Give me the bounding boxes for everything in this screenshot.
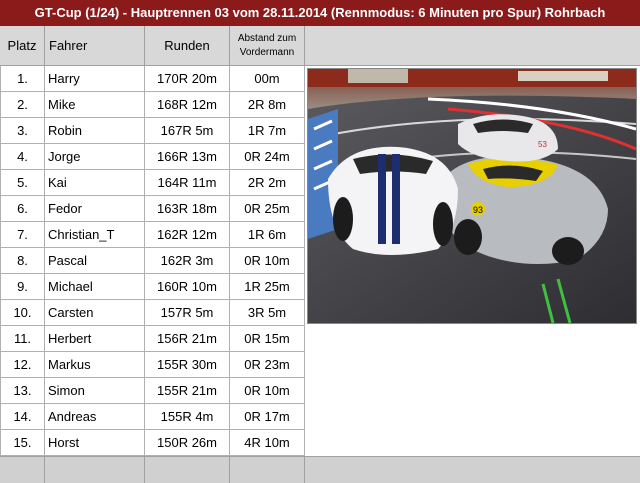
header-abstand: Abstand zum Vordermann xyxy=(230,26,305,65)
table-row: 8. Pascal 162R 3m 0R 10m xyxy=(0,248,305,274)
cell-runden: 162R 3m xyxy=(145,248,230,273)
cell-runden: 163R 18m xyxy=(145,196,230,221)
cell-fahrer: Simon xyxy=(45,378,145,403)
header-abstand-line1: Abstand zum xyxy=(237,32,297,44)
rear-white-car: 53 xyxy=(458,114,558,162)
cell-platz: 2. xyxy=(0,92,45,117)
cell-abstand: 0R 17m xyxy=(230,404,305,429)
cell-platz: 15. xyxy=(0,430,45,455)
cell-fahrer: Markus xyxy=(45,352,145,377)
cell-fahrer: Robin xyxy=(45,118,145,143)
header-abstand-line2: Vordermann xyxy=(239,46,295,58)
table-footer xyxy=(0,456,640,483)
header-fahrer: Fahrer xyxy=(45,26,145,65)
cell-abstand: 00m xyxy=(230,66,305,91)
table-row: 11. Herbert 156R 21m 0R 15m xyxy=(0,326,305,352)
cell-runden: 155R 4m xyxy=(145,404,230,429)
cell-abstand: 0R 10m xyxy=(230,378,305,403)
white-blue-car xyxy=(328,146,458,255)
cell-runden: 162R 12m xyxy=(145,222,230,247)
table-row: 7. Christian_T 162R 12m 1R 6m xyxy=(0,222,305,248)
cell-abstand: 0R 25m xyxy=(230,196,305,221)
cell-fahrer: Harry xyxy=(45,66,145,91)
cell-fahrer: Pascal xyxy=(45,248,145,273)
cell-fahrer: Andreas xyxy=(45,404,145,429)
table-row: 4. Jorge 166R 13m 0R 24m xyxy=(0,144,305,170)
table-row: 1. Harry 170R 20m 00m xyxy=(0,66,305,92)
cell-fahrer: Christian_T xyxy=(45,222,145,247)
cell-fahrer: Mike xyxy=(45,92,145,117)
cell-abstand: 4R 10m xyxy=(230,430,305,455)
cell-runden: 155R 30m xyxy=(145,352,230,377)
cell-abstand: 1R 6m xyxy=(230,222,305,247)
slot-cars-image: 93 53 xyxy=(308,69,636,323)
cell-runden: 170R 20m xyxy=(145,66,230,91)
cell-runden: 157R 5m xyxy=(145,300,230,325)
table-row: 3. Robin 167R 5m 1R 7m xyxy=(0,118,305,144)
cell-runden: 166R 13m xyxy=(145,144,230,169)
cell-runden: 156R 21m xyxy=(145,326,230,351)
cell-platz: 11. xyxy=(0,326,45,351)
cell-fahrer: Michael xyxy=(45,274,145,299)
cell-platz: 9. xyxy=(0,274,45,299)
cell-platz: 13. xyxy=(0,378,45,403)
cell-platz: 6. xyxy=(0,196,45,221)
cell-platz: 7. xyxy=(0,222,45,247)
cell-abstand: 0R 10m xyxy=(230,248,305,273)
cell-fahrer: Horst xyxy=(45,430,145,455)
cell-fahrer: Kai xyxy=(45,170,145,195)
header-runden: Runden xyxy=(145,26,230,65)
table-row: 2. Mike 168R 12m 2R 8m xyxy=(0,92,305,118)
header-platz: Platz xyxy=(0,26,45,65)
cell-abstand: 0R 15m xyxy=(230,326,305,351)
results-title: GT-Cup (1/24) - Hauptrennen 03 vom 28.11… xyxy=(0,0,640,26)
cell-platz: 14. xyxy=(0,404,45,429)
cell-platz: 12. xyxy=(0,352,45,377)
table-row: 6. Fedor 163R 18m 0R 25m xyxy=(0,196,305,222)
table-header: Platz Fahrer Runden Abstand zum Vorderma… xyxy=(0,26,640,66)
footer-cell xyxy=(0,457,45,483)
cell-abstand: 2R 8m xyxy=(230,92,305,117)
cell-runden: 155R 21m xyxy=(145,378,230,403)
cell-runden: 150R 26m xyxy=(145,430,230,455)
cell-abstand: 2R 2m xyxy=(230,170,305,195)
table-row: 9. Michael 160R 10m 1R 25m xyxy=(0,274,305,300)
cell-fahrer: Fedor xyxy=(45,196,145,221)
cell-runden: 160R 10m xyxy=(145,274,230,299)
table-row: 15. Horst 150R 26m 4R 10m xyxy=(0,430,305,456)
table-row: 13. Simon 155R 21m 0R 10m xyxy=(0,378,305,404)
cell-platz: 5. xyxy=(0,170,45,195)
car-number-93: 93 xyxy=(473,205,483,215)
cell-fahrer: Herbert xyxy=(45,326,145,351)
silver-yellow-car: 93 xyxy=(443,156,608,265)
cell-abstand: 1R 7m xyxy=(230,118,305,143)
footer-cell xyxy=(230,457,305,483)
cell-runden: 167R 5m xyxy=(145,118,230,143)
cell-runden: 168R 12m xyxy=(145,92,230,117)
cell-platz: 1. xyxy=(0,66,45,91)
table-row: 5. Kai 164R 11m 2R 2m xyxy=(0,170,305,196)
cell-platz: 8. xyxy=(0,248,45,273)
cell-platz: 10. xyxy=(0,300,45,325)
race-photo: 93 53 xyxy=(307,68,637,324)
cell-abstand: 0R 24m xyxy=(230,144,305,169)
car-number-53: 53 xyxy=(538,140,547,149)
footer-cell xyxy=(305,457,640,483)
table-row: 12. Markus 155R 30m 0R 23m xyxy=(0,352,305,378)
cell-fahrer: Jorge xyxy=(45,144,145,169)
cell-abstand: 3R 5m xyxy=(230,300,305,325)
cell-runden: 164R 11m xyxy=(145,170,230,195)
cell-fahrer: Carsten xyxy=(45,300,145,325)
cell-platz: 3. xyxy=(0,118,45,143)
cell-platz: 4. xyxy=(0,144,45,169)
results-table: 1. Harry 170R 20m 00m 2. Mike 168R 12m 2R 8m 3. R… xyxy=(0,66,305,456)
table-row: 14. Andreas 155R 4m 0R 17m xyxy=(0,404,305,430)
cell-abstand: 1R 25m xyxy=(230,274,305,299)
footer-cell xyxy=(145,457,230,483)
cell-abstand: 0R 23m xyxy=(230,352,305,377)
footer-cell xyxy=(45,457,145,483)
table-row: 10. Carsten 157R 5m 3R 5m xyxy=(0,300,305,326)
